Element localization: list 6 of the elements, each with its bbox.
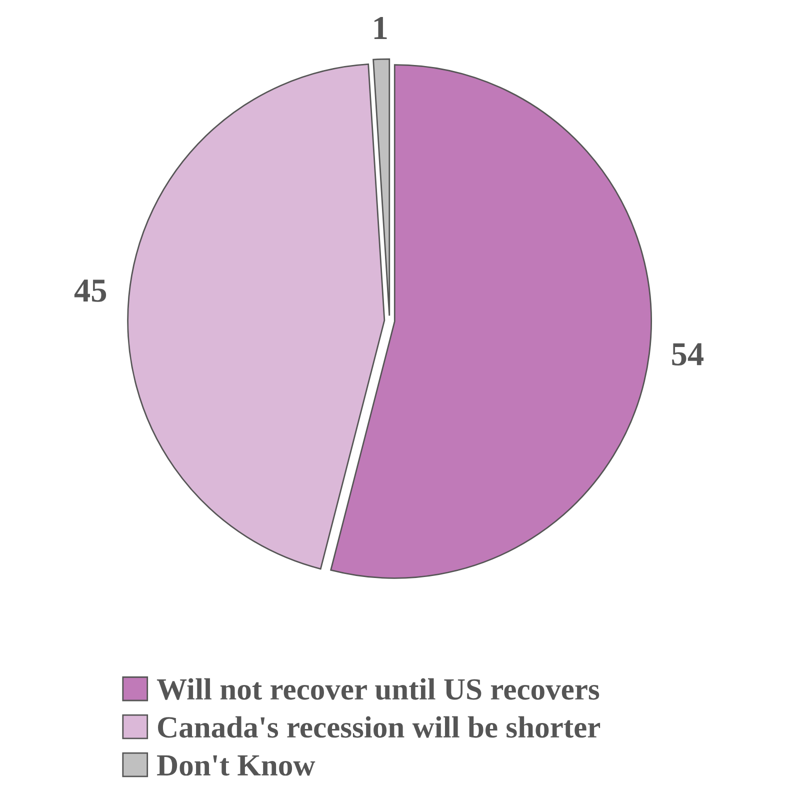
- data-label: 54: [672, 343, 704, 366]
- legend-label: Canada's recession will be shorter: [158, 716, 600, 738]
- data-label: 1: [374, 16, 387, 39]
- legend-label: Don't Know: [157, 755, 316, 776]
- legend-label: Will not recover until US recovers: [156, 678, 600, 700]
- data-label: 45: [74, 280, 106, 302]
